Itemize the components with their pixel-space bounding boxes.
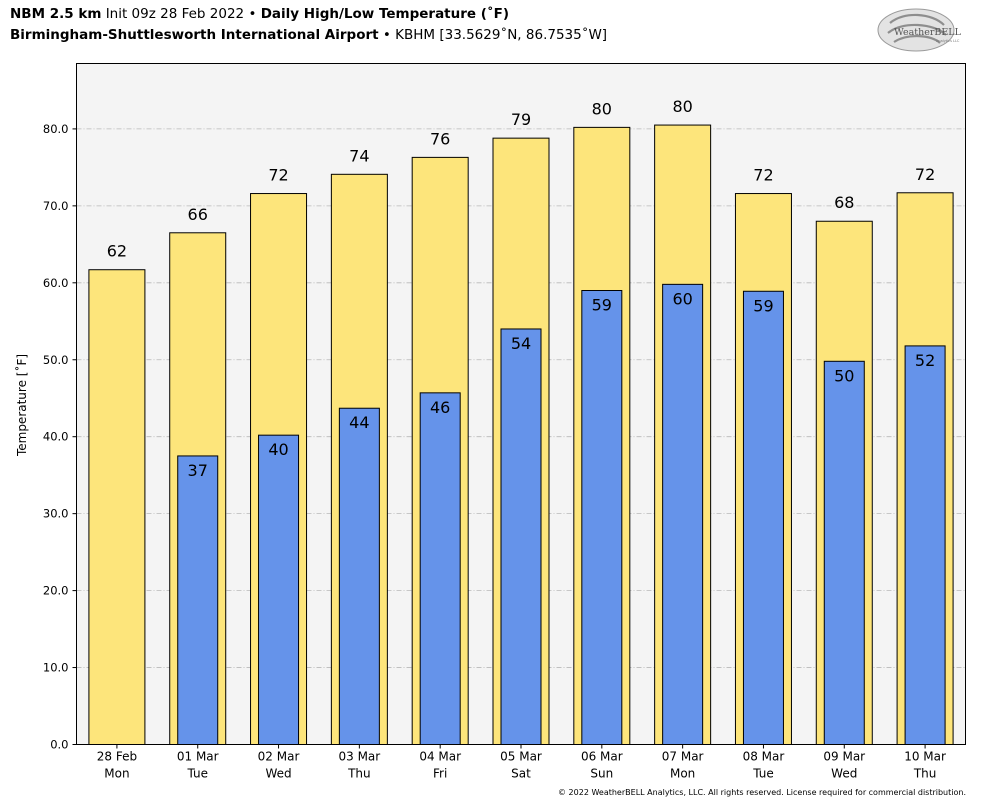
subtitle-separator: • <box>382 27 391 43</box>
low-bar <box>662 283 704 745</box>
x-tick-label-date: 03 Mar <box>338 750 380 764</box>
x-tick-label-date: 08 Mar <box>743 750 785 764</box>
x-tick-label-day: Tue <box>752 767 774 781</box>
x-tick-label-date: 05 Mar <box>500 750 542 764</box>
x-tick-label-date: 28 Feb <box>97 750 137 764</box>
x-tick-label-day: Fri <box>433 767 447 781</box>
low-bar <box>419 392 461 745</box>
x-tick-label-date: 07 Mar <box>662 750 704 764</box>
high-value-label: 79 <box>511 110 531 129</box>
y-tick-label: 60.0 <box>43 276 69 290</box>
x-tick-label-day: Thu <box>347 767 371 781</box>
low-bar <box>258 434 300 745</box>
x-tick-label-date: 06 Mar <box>581 750 623 764</box>
weatherbell-logo: WeatherBELL Analytics LLC <box>877 8 962 52</box>
x-tick-label-day: Sun <box>590 767 613 781</box>
low-value-label: 52 <box>915 351 935 370</box>
low-bar <box>742 290 784 745</box>
y-tick-label: 80.0 <box>43 122 69 136</box>
x-tick-label-date: 10 Mar <box>904 750 946 764</box>
value-labels: 62 66 37 72 40 74 44 76 46 79 54 80 59 80 60 72 59 68 50 72… <box>107 97 936 480</box>
low-value-label: 40 <box>268 440 288 459</box>
low-value-label: 54 <box>511 334 531 353</box>
chart-title: NBM 2.5 km Init 09z 28 Feb 2022 • Daily … <box>10 6 509 22</box>
low-bar <box>581 290 623 745</box>
station-id: KBHM [33.5629˚N, 86.7535˚W] <box>395 27 608 43</box>
high-value-label: 72 <box>915 165 935 184</box>
high-bar <box>88 269 146 745</box>
x-tick-label-day: Mon <box>104 767 129 781</box>
x-tick-label-date: 02 Mar <box>258 750 300 764</box>
y-tick-label: 40.0 <box>43 430 69 444</box>
x-tick-label-day: Wed <box>265 767 291 781</box>
high-value-label: 66 <box>188 205 208 224</box>
high-value-label: 68 <box>834 193 854 212</box>
x-tick-label-date: 09 Mar <box>823 750 865 764</box>
low-bar <box>177 455 219 745</box>
product-name: Daily High/Low Temperature (˚F) <box>260 6 510 22</box>
x-tick-label-day: Thu <box>913 767 937 781</box>
low-value-label: 59 <box>592 296 612 315</box>
y-tick-label: 30.0 <box>43 507 69 521</box>
x-tick-label-date: 01 Mar <box>177 750 219 764</box>
x-tick-label-day: Wed <box>831 767 857 781</box>
model-name: NBM 2.5 km <box>10 6 102 22</box>
y-tick-label: 10.0 <box>43 661 69 675</box>
axis-ticks: 0.0 10.0 20.0 30.0 40.0 50.0 60.0 70.0 80.0 28 Fe… <box>43 122 946 781</box>
high-value-label: 80 <box>672 97 692 116</box>
y-axis-label: Temperature [˚F] <box>14 354 29 457</box>
low-bar <box>338 407 380 745</box>
low-bar <box>823 360 865 745</box>
low-value-label: 46 <box>430 398 450 417</box>
logo-subtext: Analytics LLC <box>936 39 960 43</box>
high-value-label: 76 <box>430 129 450 148</box>
y-tick-label: 0.0 <box>50 738 68 752</box>
x-tick-label-day: Mon <box>670 767 695 781</box>
high-value-label: 74 <box>349 146 369 165</box>
init-time: Init 09z 28 Feb 2022 <box>105 6 245 22</box>
bars <box>88 124 954 746</box>
high-value-label: 72 <box>753 166 773 185</box>
y-tick-label: 20.0 <box>43 584 69 598</box>
low-value-label: 60 <box>672 289 692 308</box>
logo-text: WeatherBELL <box>894 27 962 38</box>
high-value-label: 72 <box>268 166 288 185</box>
low-value-label: 59 <box>753 296 773 315</box>
copyright-notice: © 2022 WeatherBELL Analytics, LLC. All r… <box>558 788 966 797</box>
low-value-label: 37 <box>188 461 208 480</box>
x-tick-label-date: 04 Mar <box>419 750 461 764</box>
low-bar <box>500 328 542 745</box>
y-tick-label: 50.0 <box>43 353 69 367</box>
y-tick-label: 70.0 <box>43 199 69 213</box>
high-value-label: 62 <box>107 242 127 261</box>
station-name: Birmingham-Shuttlesworth International A… <box>10 27 379 43</box>
title-separator: • <box>248 6 257 22</box>
low-value-label: 44 <box>349 413 369 432</box>
x-tick-label-day: Tue <box>186 767 208 781</box>
high-value-label: 80 <box>592 99 612 118</box>
x-tick-label-day: Sat <box>511 767 531 781</box>
low-bar <box>904 345 946 745</box>
low-value-label: 50 <box>834 366 854 385</box>
chart-subtitle: Birmingham-Shuttlesworth International A… <box>10 27 607 43</box>
